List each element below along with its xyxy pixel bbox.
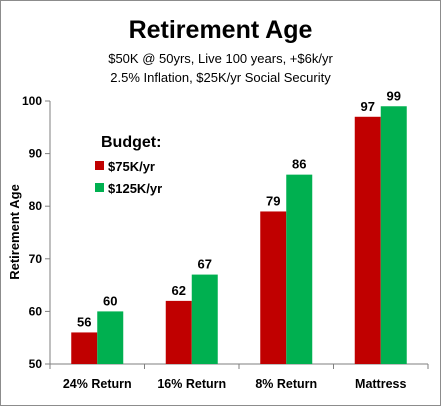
bar xyxy=(97,311,124,364)
data-label: 86 xyxy=(292,157,306,172)
x-tick-label: 8% Return xyxy=(255,377,317,391)
chart-bars xyxy=(71,106,407,364)
chart-title: Retirement Age xyxy=(128,16,313,44)
legend-swatch xyxy=(95,183,104,192)
data-label: 97 xyxy=(361,99,375,114)
x-tick-label: 24% Return xyxy=(63,377,132,391)
y-tick-label: 60 xyxy=(29,304,43,318)
legend-title: Budget: xyxy=(101,134,161,151)
data-label: 60 xyxy=(103,293,117,308)
y-tick-label: 100 xyxy=(22,94,42,108)
chart-data-labels: 56 62 79 97 60 67 86 99 xyxy=(77,88,401,329)
legend-label: $75K/yr xyxy=(108,159,155,174)
data-label: 79 xyxy=(266,193,280,208)
y-tick-label: 70 xyxy=(29,252,43,266)
y-tick-label: 90 xyxy=(29,147,43,161)
data-label: 67 xyxy=(198,257,212,272)
chart-subtitle-line-1: $50K @ 50yrs, Live 100 years, +$6k/yr xyxy=(108,51,333,66)
data-label: 99 xyxy=(387,88,401,103)
data-label: 56 xyxy=(77,314,91,329)
y-axis-label: Retirement Age xyxy=(7,184,22,280)
bar xyxy=(286,174,313,364)
bar xyxy=(191,274,218,364)
data-label: 62 xyxy=(172,283,186,298)
legend-swatch xyxy=(95,161,104,170)
bar xyxy=(354,116,381,364)
y-tick-label: 80 xyxy=(29,199,43,213)
y-tick-label: 50 xyxy=(29,357,43,371)
bar xyxy=(165,300,192,364)
chart-subtitle-line-2: 2.5% Inflation, $25K/yr Social Security xyxy=(110,70,331,85)
legend-label: $125K/yr xyxy=(108,181,162,196)
x-tick-label: Mattress xyxy=(355,377,406,391)
bar xyxy=(260,211,287,364)
legend: Budget: $75K/yr $125K/yr xyxy=(95,134,162,196)
x-tick-label: 16% Return xyxy=(157,377,226,391)
bar xyxy=(380,106,407,364)
bar xyxy=(71,332,98,364)
